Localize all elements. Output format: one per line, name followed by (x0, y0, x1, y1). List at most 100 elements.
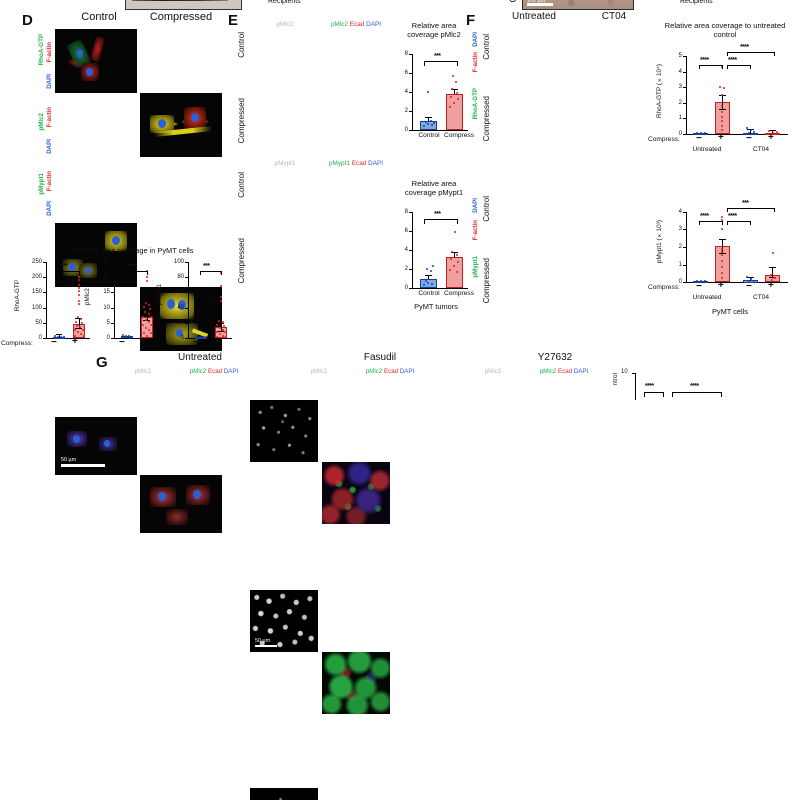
panel-e-image-r1c1 (250, 400, 318, 462)
x-axis (412, 130, 468, 131)
label-rhoa-gtp-f: RhoA-GTP (472, 88, 479, 120)
panel-e-image-r1c2 (322, 462, 390, 524)
panel-g-sub-6: pMlc2 Ecad DAPI (528, 368, 600, 375)
chart-d-pmypt1-ylabel: pMypt1 (156, 284, 163, 305)
chart-d-pmypt1: 100 80 60 40 20 0 pMypt1 *** (156, 258, 234, 348)
label-pmlc2-g2: pMlc2 (365, 368, 383, 375)
panel-g-letter: G (96, 354, 108, 371)
panel-e-header-pmypt1: pMypt1 (274, 160, 296, 167)
panel-d-compress-label: Compress: (1, 340, 33, 347)
panel-d-image-r3c1: 50 µm (55, 417, 137, 475)
label-pmypt1-green: pMypt1 (328, 160, 350, 167)
panel-d-c3-plus: + (214, 336, 220, 347)
panel-f-row3-label: Control (482, 196, 491, 222)
label-dapi-g3: DAPI (573, 368, 589, 375)
panel-f1-g1-plus: + (718, 132, 724, 143)
panel-f-compress-label-2: Compress: (648, 284, 680, 291)
western-blot-fragment (125, 0, 242, 10)
label-dapi-f2: DAPI (472, 198, 479, 213)
panel-f2-g2-plus: + (768, 280, 774, 291)
panel-g-header-fasudil: Fasudil (363, 352, 397, 363)
chart-f-pmypt1: 4 3 2 1 0 pMypt1 (×10³) **** **** *** (656, 190, 795, 305)
panel-e-row1-label: Control (237, 32, 246, 58)
tissue-section-fragment: 100 µm (522, 0, 634, 10)
panel-e-header-pmypt1-merge: pMypt1 Ecad DAPI (320, 160, 392, 167)
chart-f-rhoa: 5 4 3 2 1 0 RhoA-GTP (×10⁴) **** **** **… (656, 42, 795, 157)
panel-e-letter: E (228, 12, 239, 29)
panel-e-row3-label: Control (237, 172, 246, 198)
panel-g-sub-5: pMlc2 (484, 368, 502, 375)
panel-g-sig-bracket-1 (644, 392, 664, 397)
panel-f-letter: F (466, 12, 476, 29)
cat-compress: Compress (443, 132, 475, 139)
sig-bracket (200, 271, 222, 275)
chart-d-pmlc2: 25 20 15 10 5 0 pMlc2 **** (84, 258, 162, 348)
top-letter-c: C (508, 0, 518, 3)
sig-label: *** (61, 263, 68, 270)
y-axis (188, 262, 189, 338)
panel-d-c3-minus: − (193, 337, 199, 348)
label-dapi-blue-2: DAPI (368, 160, 384, 167)
label-f-actin-2: F-actin (46, 107, 53, 128)
sig-bracket-2 (727, 65, 751, 69)
panel-e-scalebar-text: 50 µm (255, 638, 271, 644)
x-axis (188, 338, 232, 339)
sig-bracket (424, 219, 458, 224)
label-dapi-g1: DAPI (223, 368, 239, 375)
chart-f-pmypt1-ylabel: pMypt1 (×10³) (656, 220, 663, 264)
cat-control: Control (418, 290, 440, 297)
bar-minus (195, 337, 207, 339)
label-pmlc2-green: pMlc2 (330, 21, 348, 28)
panel-f1-g2-minus: − (746, 133, 752, 144)
panel-f2-group-ct04: CT04 (752, 294, 770, 301)
sig-label-3: **** (740, 44, 749, 51)
top-recipients-label-2: Recipients (680, 0, 713, 5)
panel-f2-group-untreated: Untreated (692, 294, 722, 301)
panel-d-letter: D (22, 12, 33, 29)
label-f-actin-f2: F-actin (472, 220, 479, 241)
panel-d-c2-minus: − (119, 337, 125, 348)
label-dapi-g2: DAPI (399, 368, 415, 375)
label-f-actin-3: F-actin (46, 171, 53, 192)
chart-f-rhoa-ylabel: RhoA-GTP (×10⁴) (656, 64, 663, 119)
panel-g-sub-3: pMlc2 (310, 368, 328, 375)
chart-d-rhoa: 250 200 150 100 50 0 RhoA-GTP *** (14, 258, 92, 348)
panel-f2-g1-plus: + (718, 280, 724, 291)
panel-e-header-pmlc2: pMlc2 (276, 21, 294, 28)
panel-g-chart-tick (632, 373, 635, 374)
panel-f1-group-ct04: CT04 (752, 146, 770, 153)
panel-f-row2-label: Compressed (482, 96, 491, 142)
sig-bracket (58, 271, 80, 275)
x-axis (686, 282, 788, 283)
label-pmypt1-f: pMypt1 (472, 256, 479, 278)
chart-e-pmlc2: 8 6 4 2 0 *** Control Compress (396, 44, 476, 144)
sig-bracket-2 (727, 221, 751, 225)
label-dapi-blue: DAPI (366, 21, 382, 28)
panel-f-header-ct04: CT04 (601, 11, 627, 22)
panel-f-header-untreated: Untreated (512, 11, 556, 22)
panel-f1-g2-plus: + (768, 132, 774, 143)
panel-f1-g1-minus: − (696, 133, 702, 144)
label-pmypt1: pMypt1 (38, 173, 45, 195)
panel-f2-g1-minus: − (696, 281, 702, 292)
y-axis (114, 262, 115, 338)
sig-label: *** (434, 53, 441, 60)
panel-e-row2-label: Compressed (237, 98, 246, 144)
y-axis (46, 262, 47, 338)
panel-e-image-r2c1: 50 µm (250, 590, 318, 652)
y-axis (412, 212, 413, 288)
label-ecad-g2: Ecad (383, 368, 399, 375)
panel-f2-g2-minus: − (746, 281, 752, 292)
panel-d-scalebar-line (61, 464, 105, 467)
panel-d-c1-plus: + (72, 336, 78, 347)
y-axis (686, 212, 687, 282)
label-ecad-g1: Ecad (207, 368, 223, 375)
panel-e-image-r2c2 (322, 652, 390, 714)
panel-d-image-r1c2 (140, 93, 222, 157)
x-axis (412, 288, 468, 289)
cat-compress: Compress (443, 290, 475, 297)
chart-f-rhoa-title: Relative area coverage to untreated cont… (664, 21, 786, 39)
label-pmlc2-g1: pMlc2 (189, 368, 207, 375)
chart-d-pmlc2-ylabel: pMlc2 (84, 288, 91, 306)
label-pmlc2: pMlc2 (38, 113, 45, 131)
